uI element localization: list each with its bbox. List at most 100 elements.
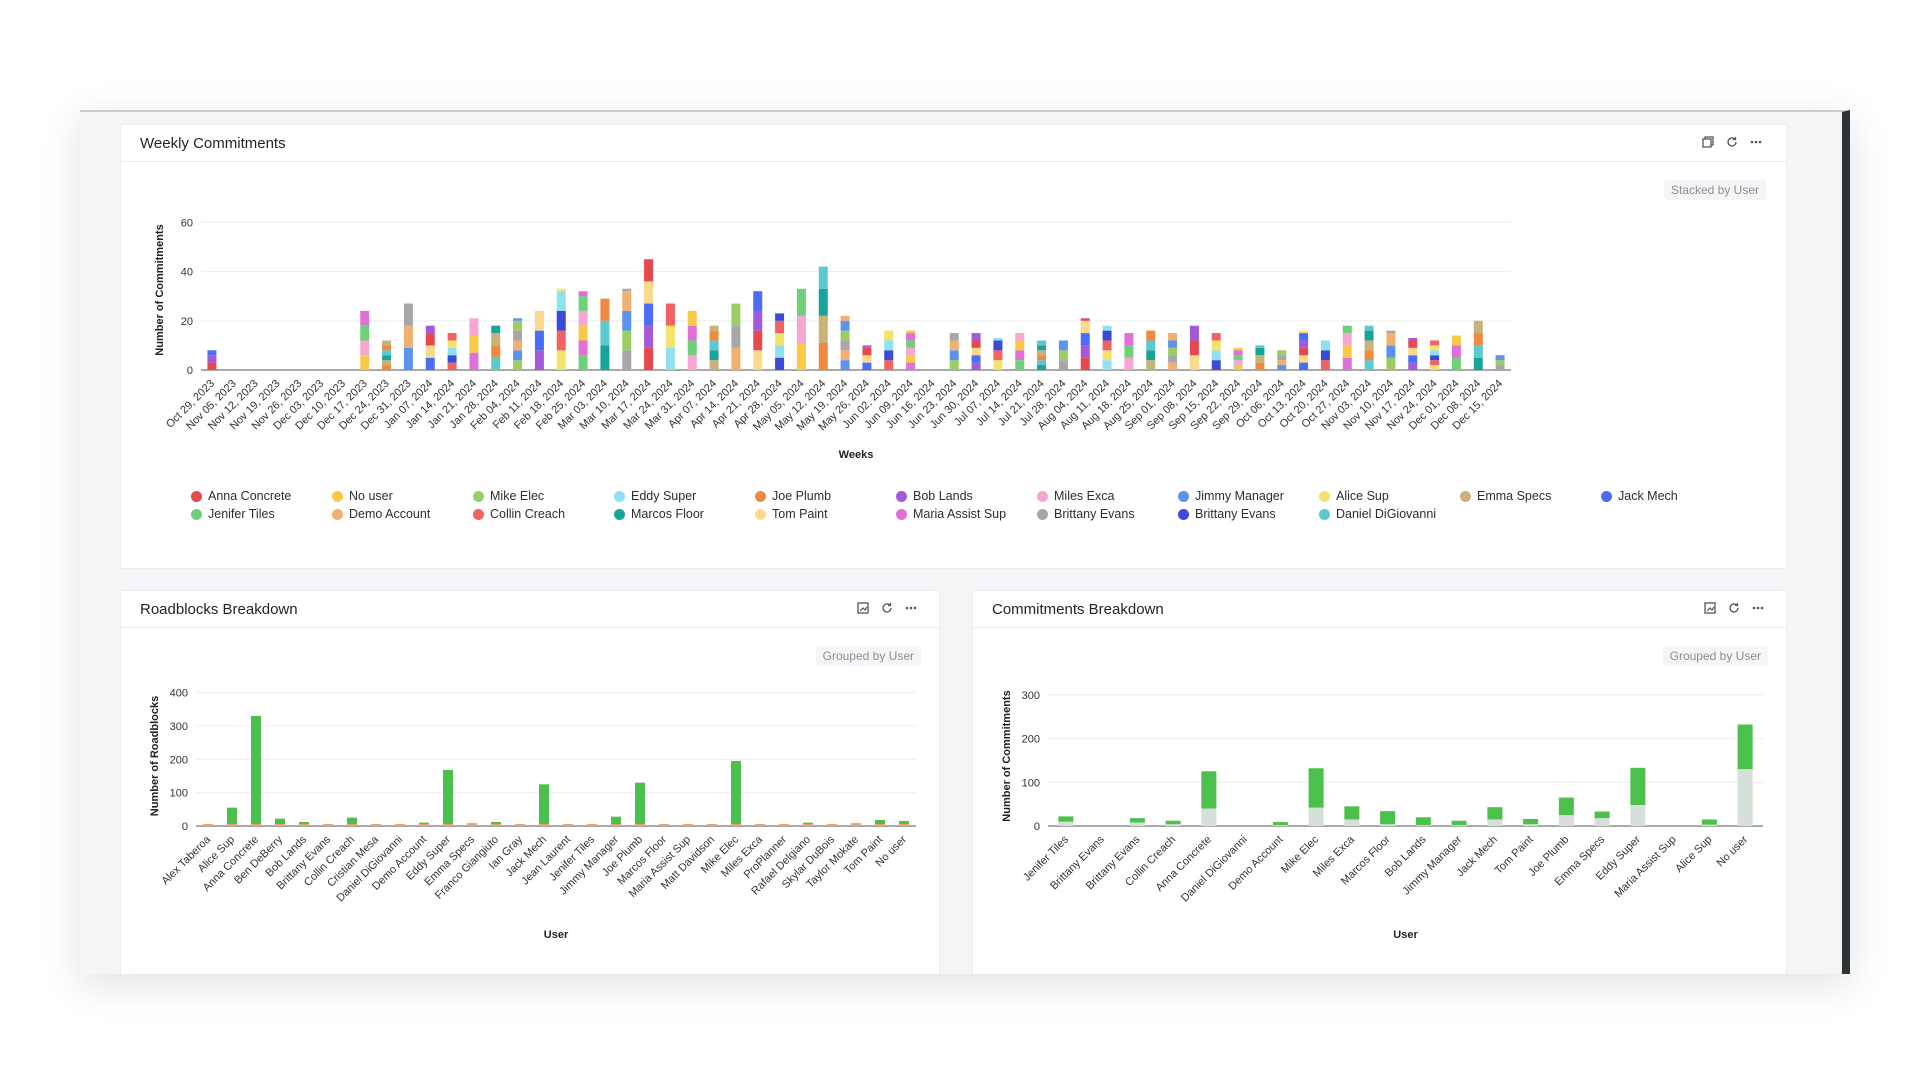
refresh-icon[interactable] [879, 600, 895, 616]
bar-segment [993, 338, 1003, 341]
bar-segment [1408, 340, 1418, 348]
bar-segment [862, 347, 872, 356]
bar-segment [971, 362, 981, 370]
bar-segment [1168, 362, 1178, 370]
bar-segment [687, 325, 697, 341]
export-icon[interactable] [1702, 600, 1718, 616]
legend-label: Brittany Evans [1195, 507, 1276, 521]
legend-item[interactable]: Brittany Evans [1178, 507, 1319, 521]
card-toolbar [1700, 134, 1764, 150]
y-tick-label: 200 [1022, 734, 1040, 746]
legend-item[interactable]: Anna Concrete [191, 489, 332, 503]
legend-item[interactable]: Jenifer Tiles [191, 507, 332, 521]
legend-item[interactable]: No user [332, 489, 473, 503]
bar-segment [1737, 724, 1753, 770]
bar-segment [513, 340, 523, 351]
legend-item[interactable]: Brittany Evans [1037, 507, 1178, 521]
bar-segment [1430, 355, 1440, 361]
bar-segment [1451, 820, 1467, 826]
bar-segment [556, 310, 566, 331]
legend-item[interactable]: Maria Assist Sup [896, 507, 1037, 521]
legend-item[interactable]: Marcos Floor [614, 507, 755, 521]
refresh-icon[interactable] [1724, 134, 1740, 150]
bar-segment [796, 315, 806, 343]
bar-segment [971, 340, 981, 348]
bar-segment [818, 288, 828, 316]
bar-segment [687, 340, 697, 356]
more-icon[interactable] [903, 600, 919, 616]
legend-swatch [896, 508, 907, 520]
bar-segment [1308, 768, 1324, 808]
bar [899, 821, 909, 826]
legend-swatch [614, 508, 625, 520]
legend-label: Emma Specs [1477, 489, 1552, 503]
y-tick-label: 100 [1022, 777, 1040, 789]
export-icon[interactable] [855, 600, 871, 616]
bar-segment [534, 350, 544, 370]
bar-segment [1451, 357, 1461, 370]
bar-segment [578, 355, 588, 370]
bar-segment [578, 340, 588, 356]
bar-segment [949, 333, 959, 341]
legend-item[interactable]: Joe Plumb [755, 489, 896, 503]
bar-base [443, 824, 453, 826]
x-tick-label: No user [1715, 833, 1751, 869]
bar-segment [1037, 345, 1047, 351]
legend-item[interactable]: Demo Account [332, 507, 473, 521]
bar-segment [1430, 345, 1440, 351]
legend-item[interactable]: Mike Elec [473, 489, 614, 503]
legend-label: No user [349, 489, 393, 503]
bar-segment [1080, 333, 1090, 346]
bar-segment [622, 330, 632, 351]
legend-item[interactable]: Eddy Super [614, 489, 755, 503]
bar-segment [1299, 347, 1309, 356]
bar-segment [1233, 360, 1243, 366]
bar-segment [556, 288, 566, 292]
bar-segment [1037, 340, 1047, 346]
bar-segment [1277, 360, 1287, 366]
bar-segment [1165, 824, 1181, 826]
bar-segment [1344, 806, 1360, 820]
dashboard-frame: Weekly Commitments Stacked by User 0 20 40… [80, 110, 1850, 974]
bar-segment [425, 333, 435, 346]
legend-item[interactable]: Emma Specs [1460, 489, 1601, 503]
legend-item[interactable]: Tom Paint [755, 507, 896, 521]
bar-segment [1594, 818, 1610, 826]
y-tick-label: 40 [181, 267, 193, 279]
bar-segment [1146, 350, 1156, 361]
legend-label: Demo Account [349, 507, 431, 521]
bar-segment [1277, 365, 1287, 370]
legend-item[interactable]: Bob Lands [896, 489, 1037, 503]
legend-swatch [1178, 490, 1189, 502]
bar-segment [534, 310, 544, 331]
legend-item[interactable]: Daniel DiGiovanni [1319, 507, 1460, 521]
bar-segment [425, 325, 435, 334]
bar-segment [1523, 824, 1539, 826]
bar-segment [491, 325, 501, 334]
bar-segment [1386, 333, 1396, 346]
refresh-icon[interactable] [1726, 600, 1742, 616]
bar-segment [1165, 820, 1181, 825]
bar-segment [1342, 333, 1352, 346]
bar-base [419, 824, 429, 826]
bar-segment [1201, 771, 1217, 809]
more-icon[interactable] [1750, 600, 1766, 616]
bar-base [395, 824, 405, 826]
bar-segment [207, 355, 217, 363]
copy-icon[interactable] [1700, 134, 1716, 150]
bar-base [851, 824, 861, 826]
bar-segment [687, 355, 697, 370]
legend-item[interactable]: Miles Exca [1037, 489, 1178, 503]
legend-item[interactable]: Collin Creach [473, 507, 614, 521]
legend-item[interactable]: Jack Mech [1601, 489, 1742, 503]
bar-segment [1299, 355, 1309, 363]
legend-label: Jenifer Tiles [208, 507, 275, 521]
bar-segment [425, 345, 435, 358]
bar-segment [1386, 357, 1396, 370]
legend-item[interactable]: Jimmy Manager [1178, 489, 1319, 503]
legend-swatch [614, 490, 625, 502]
bar-segment [840, 330, 850, 341]
legend-item[interactable]: Alice Sup [1319, 489, 1460, 503]
legend-swatch [1037, 490, 1048, 502]
more-icon[interactable] [1748, 134, 1764, 150]
